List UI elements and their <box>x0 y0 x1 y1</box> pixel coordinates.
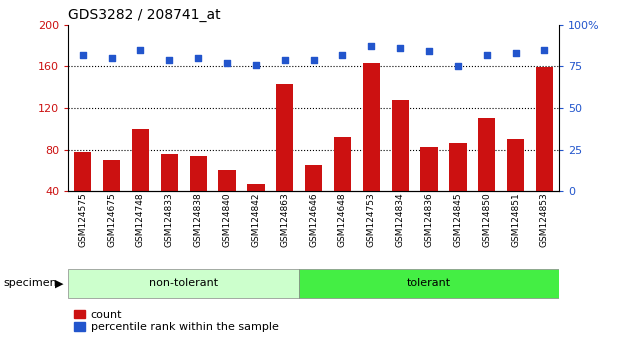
Bar <box>74 152 91 191</box>
Bar <box>219 170 236 191</box>
Point <box>135 47 145 53</box>
Bar <box>449 143 466 191</box>
Bar <box>247 184 265 191</box>
Legend: count, percentile rank within the sample: count, percentile rank within the sample <box>74 310 278 332</box>
Text: GDS3282 / 208741_at: GDS3282 / 208741_at <box>68 8 221 22</box>
Point <box>251 62 261 68</box>
Bar <box>536 67 553 191</box>
Bar <box>334 137 351 191</box>
FancyBboxPatch shape <box>299 269 559 297</box>
Bar <box>391 100 409 191</box>
Bar <box>478 118 496 191</box>
Point <box>424 48 434 54</box>
Bar <box>189 156 207 191</box>
Text: ▶: ▶ <box>55 278 63 288</box>
Bar <box>276 84 293 191</box>
Bar <box>103 160 120 191</box>
Point <box>395 45 405 51</box>
Point <box>193 55 203 61</box>
Bar <box>305 165 322 191</box>
Point <box>280 57 290 63</box>
Bar <box>132 129 149 191</box>
Point <box>309 57 319 63</box>
Point <box>540 47 550 53</box>
Point <box>453 64 463 69</box>
Point <box>337 52 347 58</box>
Text: tolerant: tolerant <box>407 278 451 288</box>
Point <box>222 60 232 66</box>
Point <box>366 44 376 49</box>
Point <box>78 52 88 58</box>
Point <box>482 52 492 58</box>
Bar <box>420 148 438 191</box>
Text: non-tolerant: non-tolerant <box>149 278 219 288</box>
Point <box>107 55 117 61</box>
Point <box>510 50 520 56</box>
Text: specimen: specimen <box>3 278 57 288</box>
Bar <box>161 154 178 191</box>
Bar <box>363 63 380 191</box>
Bar <box>507 139 524 191</box>
FancyBboxPatch shape <box>68 269 299 297</box>
Point <box>165 57 175 63</box>
